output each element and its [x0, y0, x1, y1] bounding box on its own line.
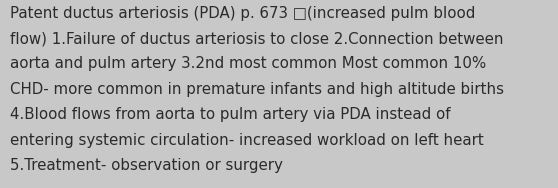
Text: flow) 1.Failure of ductus arteriosis to close 2.Connection between: flow) 1.Failure of ductus arteriosis to …: [10, 31, 503, 46]
Text: 5.Treatment- observation or surgery: 5.Treatment- observation or surgery: [10, 158, 283, 173]
Text: CHD- more common in premature infants and high altitude births: CHD- more common in premature infants an…: [10, 82, 504, 97]
Text: aorta and pulm artery 3.2nd most common Most common 10%: aorta and pulm artery 3.2nd most common …: [10, 56, 486, 71]
Text: entering systemic circulation- increased workload on left heart: entering systemic circulation- increased…: [10, 133, 484, 148]
Text: 4.Blood flows from aorta to pulm artery via PDA instead of: 4.Blood flows from aorta to pulm artery …: [10, 107, 451, 122]
Text: Patent ductus arteriosis (PDA) p. 673 □(increased pulm blood: Patent ductus arteriosis (PDA) p. 673 □(…: [10, 6, 475, 21]
